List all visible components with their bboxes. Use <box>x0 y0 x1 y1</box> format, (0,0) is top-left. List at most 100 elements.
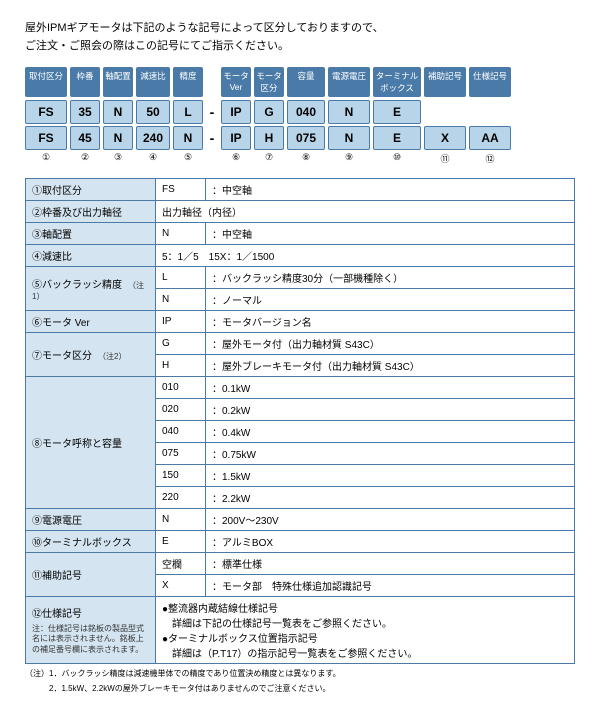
spec-desc: ：0.4kW <box>206 421 575 443</box>
spec-label: ⑥モータ Ver <box>26 311 156 333</box>
intro-text: 屋外IPMギアモータは下記のような記号によって区分しておりますので、 ご注文・ご… <box>25 20 575 55</box>
value-cell: E <box>373 100 421 124</box>
spec-desc: ：1.5kW <box>206 465 575 487</box>
header-4: 減速比 <box>136 67 170 97</box>
column-number: ⑪ <box>424 152 466 168</box>
value-cell: L <box>173 100 203 124</box>
header-10: ターミナルボックス <box>373 67 421 97</box>
spec-desc: ：中空軸 <box>206 179 575 201</box>
spec-label: ⑨電源電圧 <box>26 509 156 531</box>
column-number: ⑤ <box>173 152 203 168</box>
spec-code: 空欄 <box>156 553 206 575</box>
spec-desc: ：0.75kW <box>206 443 575 465</box>
spec-label: ⑩ターミナルボックス <box>26 531 156 553</box>
spec-code: 075 <box>156 443 206 465</box>
column-number: ⑩ <box>373 152 421 168</box>
header-2: 枠番 <box>70 67 100 97</box>
value-cell: FS <box>25 100 67 124</box>
spec-label: ③軸配置 <box>26 223 156 245</box>
spec-value: 5：1／5 15X：1／1500 <box>156 245 575 267</box>
header-6: モータVer <box>221 67 251 97</box>
value-cell: IP <box>221 100 251 124</box>
column-number: ④ <box>136 152 170 168</box>
column-number: ⑫ <box>469 152 511 168</box>
spec-code: 220 <box>156 487 206 509</box>
specification-table: ①取付区分FS：中空軸②枠番及び出力軸径出力軸径（内径）③軸配置N：中空軸④減速… <box>25 178 575 664</box>
spec-code: IP <box>156 311 206 333</box>
spec-desc: ：アルミBOX <box>206 531 575 553</box>
number-row: ①②③④⑤ ⑥⑦⑧⑨⑩⑪⑫ <box>25 152 575 168</box>
value-cell: 35 <box>70 100 100 124</box>
value-cell: X <box>424 126 466 150</box>
column-number: ② <box>70 152 100 168</box>
header-3: 軸配置 <box>103 67 133 97</box>
spec-code: L <box>156 267 206 289</box>
spec-label: ⑧モータ呼称と容量 <box>26 377 156 509</box>
value-cell: N <box>103 126 133 150</box>
spec-code: 010 <box>156 377 206 399</box>
column-number: ⑥ <box>221 152 251 168</box>
value-cell: 240 <box>136 126 170 150</box>
spec-label: ②枠番及び出力軸径 <box>26 201 156 223</box>
column-number: ⑧ <box>287 152 325 168</box>
column-number: ⑨ <box>328 152 370 168</box>
spec-code: 020 <box>156 399 206 421</box>
code-designation-block: 取付区分枠番軸配置減速比精度 モータVerモータ区分容量電源電圧ターミナルボック… <box>25 67 575 168</box>
value-cell: E <box>373 126 421 150</box>
spec-code: 150 <box>156 465 206 487</box>
column-number: ⑦ <box>254 152 284 168</box>
header-8: 容量 <box>287 67 325 97</box>
value-cell: N <box>103 100 133 124</box>
spec-code: H <box>156 355 206 377</box>
spec-code: N <box>156 509 206 531</box>
value-cell: 040 <box>287 100 325 124</box>
spec-desc: ：200V～230V <box>206 509 575 531</box>
header-11: 補助記号 <box>424 67 466 97</box>
value-cell: IP <box>221 126 251 150</box>
value-cell: AA <box>469 126 511 150</box>
header-5: 精度 <box>173 67 203 97</box>
spec-desc: ：屋外モータ付（出力軸材質 S43C） <box>206 333 575 355</box>
value-cell: N <box>328 100 370 124</box>
column-number: ① <box>25 152 67 168</box>
header-12: 仕様記号 <box>469 67 511 97</box>
spec-code: E <box>156 531 206 553</box>
spec-code: X <box>156 575 206 597</box>
spec-desc: ：モータバージョン名 <box>206 311 575 333</box>
spec-label: ①取付区分 <box>26 179 156 201</box>
spec-desc: ：0.2kW <box>206 399 575 421</box>
footnote-2: 2．1.5kW、2.2kWの屋外ブレーキモータ付はありませんのでご注意ください。 <box>25 683 575 694</box>
header-row: 取付区分枠番軸配置減速比精度 モータVerモータ区分容量電源電圧ターミナルボック… <box>25 67 575 97</box>
value-cell: 50 <box>136 100 170 124</box>
spec-desc: ：標準仕様 <box>206 553 575 575</box>
spec-code: G <box>156 333 206 355</box>
spec-desc: ：2.2kW <box>206 487 575 509</box>
intro-line1: 屋外IPMギアモータは下記のような記号によって区分しておりますので、 <box>25 20 575 38</box>
header-7: モータ区分 <box>254 67 284 97</box>
footnote-1: （注）1．バックラッシ精度は減速機単体での精度であり位置決め精度とは異なります。 <box>25 668 575 679</box>
spec-label: ④減速比 <box>26 245 156 267</box>
spec-code: N <box>156 223 206 245</box>
spec-code: 040 <box>156 421 206 443</box>
value-row-1: FS35N50L-IPG040NE <box>25 100 575 124</box>
value-cell: G <box>254 100 284 124</box>
value-cell: FS <box>25 126 67 150</box>
header-1: 取付区分 <box>25 67 67 97</box>
value-cell: N <box>173 126 203 150</box>
spec-label: ⑤バックラッシ精度 （注1） <box>26 267 156 311</box>
spec-code: FS <box>156 179 206 201</box>
spec-code: N <box>156 289 206 311</box>
value-cell: N <box>328 126 370 150</box>
spec-label: ⑦モータ区分 （注2） <box>26 333 156 377</box>
value-cell: 075 <box>287 126 325 150</box>
spec-bullets: ●整流器内蔵結線仕様記号 詳細は下記の仕様記号一覧表をご参照ください。●ターミナ… <box>156 597 575 664</box>
spec-desc: ：中空軸 <box>206 223 575 245</box>
spec-desc: ：モータ部 特殊仕様追加認識記号 <box>206 575 575 597</box>
spec-desc: ：0.1kW <box>206 377 575 399</box>
value-cell: 45 <box>70 126 100 150</box>
spec-label: ⑪補助記号 <box>26 553 156 597</box>
spec-value: 出力軸径（内径） <box>156 201 575 223</box>
spec-desc: ：ノーマル <box>206 289 575 311</box>
value-cell: H <box>254 126 284 150</box>
spec-label: ⑫仕様記号注：仕様記号は銘板の製品型式名には表示されません。銘板上の補足番号欄に… <box>26 597 156 664</box>
